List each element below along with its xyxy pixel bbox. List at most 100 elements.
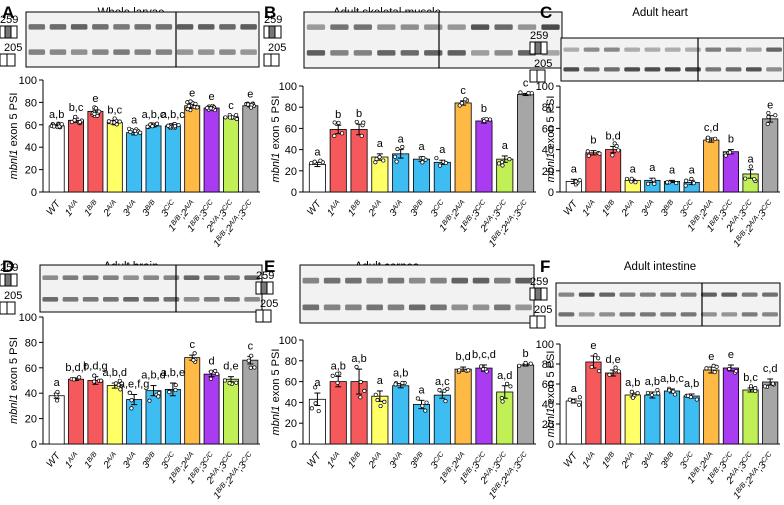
bar-1B/B;3C/C [475,367,493,445]
x-tick-sup: C/C [240,198,254,212]
x-tick-label: 2A/A [619,450,636,471]
significance-letter: a [689,164,696,176]
gel-band-lower [92,49,109,55]
x-tick-label: 2A/A;3C/C [204,198,235,235]
x-tick-text: 1B/B;2A/A;3C/C [731,198,777,250]
bar-1A/A [68,119,84,193]
x-tick-label: 2A/A [101,450,118,471]
gel-band-lower [578,312,595,317]
x-tick-text: 1A/A [325,450,345,471]
bar-2A/A;3C/C [223,378,239,445]
data-point [330,373,335,378]
x-tick-sup: B/B [86,450,99,463]
bar-1B/B;2A/A [703,369,720,445]
gel-band-lower [176,49,194,55]
x-tick-label: 3B/B [409,450,425,471]
data-point [147,398,152,403]
bar-1B/B;3C/C [203,373,220,445]
data-point [443,399,448,404]
bar-1A/A [329,129,347,193]
data-point [505,381,510,386]
size-marker-259: 259 [0,14,18,26]
gel-band-upper [447,24,466,30]
data-point [500,399,505,404]
data-point [156,394,161,399]
x-tick-text: 1B/B;2A/A;3C/C [211,198,257,250]
data-point [114,122,119,127]
x-tick-text: 1B/B;2A/A;3C/C [487,198,533,250]
gel-band-upper [494,277,511,284]
data-point [576,402,582,407]
x-tick-sup: C/C [221,198,235,212]
gel-band-upper [660,292,677,297]
data-point [610,153,615,158]
gel-band-upper [408,277,426,284]
x-tick-sup: C/C [432,198,446,212]
y-tick-label: 60 [542,123,554,135]
x-tick-sep: ; [222,479,232,488]
data-point [332,120,337,125]
data-point [312,159,317,164]
data-point [358,395,363,400]
x-tick-sep: ; [448,464,458,473]
data-point [753,388,758,394]
x-tick-base: 1 [458,223,470,234]
data-point [705,135,711,140]
gel-band-lower [762,312,778,317]
x-tick-sep: ; [235,212,245,221]
x-tick-label: 3A/A [388,450,404,471]
data-point [616,148,621,153]
data-point [614,144,619,149]
data-point [215,371,220,377]
data-point [51,124,57,129]
y-tick-label: 0 [291,187,297,199]
x-tick-sup: C/C [760,198,774,212]
x-tick-base: 1 [731,490,743,501]
y-axis-label-text: mbnl1 exon 5 PSI [270,349,282,436]
exon-box-included [534,287,542,301]
gel-band-upper [92,24,109,30]
y-tick-label: 80 [542,359,554,371]
gel-band-lower [515,304,532,311]
x-tick-text: WT [45,198,64,218]
data-point [118,387,123,392]
x-tick-base: 1 [82,460,94,471]
gel-band-lower [134,49,151,55]
gel-band-upper [424,24,443,30]
panel-letter: A [2,3,14,22]
x-tick-text: 3A/A [121,198,141,219]
gel-band-lower [424,50,443,56]
gel-band-upper [644,47,661,52]
gel-band-upper [143,275,160,281]
gel-band-lower [766,67,782,72]
bar-1A/A [585,361,602,445]
x-tick-base: 3 [512,208,524,220]
gel-band-upper [134,24,151,30]
x-tick-sup: C/C [681,198,695,212]
significance-letter: a,b,c [142,109,166,121]
x-tick-label: 1B/B [82,450,102,471]
gel-band-upper [244,275,260,281]
x-tick-sup: C/C [681,450,695,464]
x-tick-sup: C/C [240,450,254,464]
x-tick-text: 1B/B [82,450,102,471]
data-point [393,382,398,387]
significance-letter: a,b,d [141,370,165,382]
data-point [354,119,359,124]
significance-letter: b [356,108,362,120]
x-tick-sep: ; [742,479,752,488]
y-axis-label-gene: mbnl1 [270,405,282,435]
data-point [95,113,100,118]
bar-1B/B;3C/C [203,107,220,193]
gel-band-upper [619,292,636,297]
data-point [691,181,696,186]
bar-1B/B;2A/A;3C/C [762,118,779,193]
data-point [318,158,323,163]
exon-box-skip-left [529,315,538,329]
x-tick-sup: C/C [721,450,735,464]
panel-title: Adult intestine [624,261,696,273]
significance-letter: e [590,340,596,352]
bar-1B/B;2A/A [703,139,720,193]
data-point [752,177,757,182]
data-point [192,351,197,356]
